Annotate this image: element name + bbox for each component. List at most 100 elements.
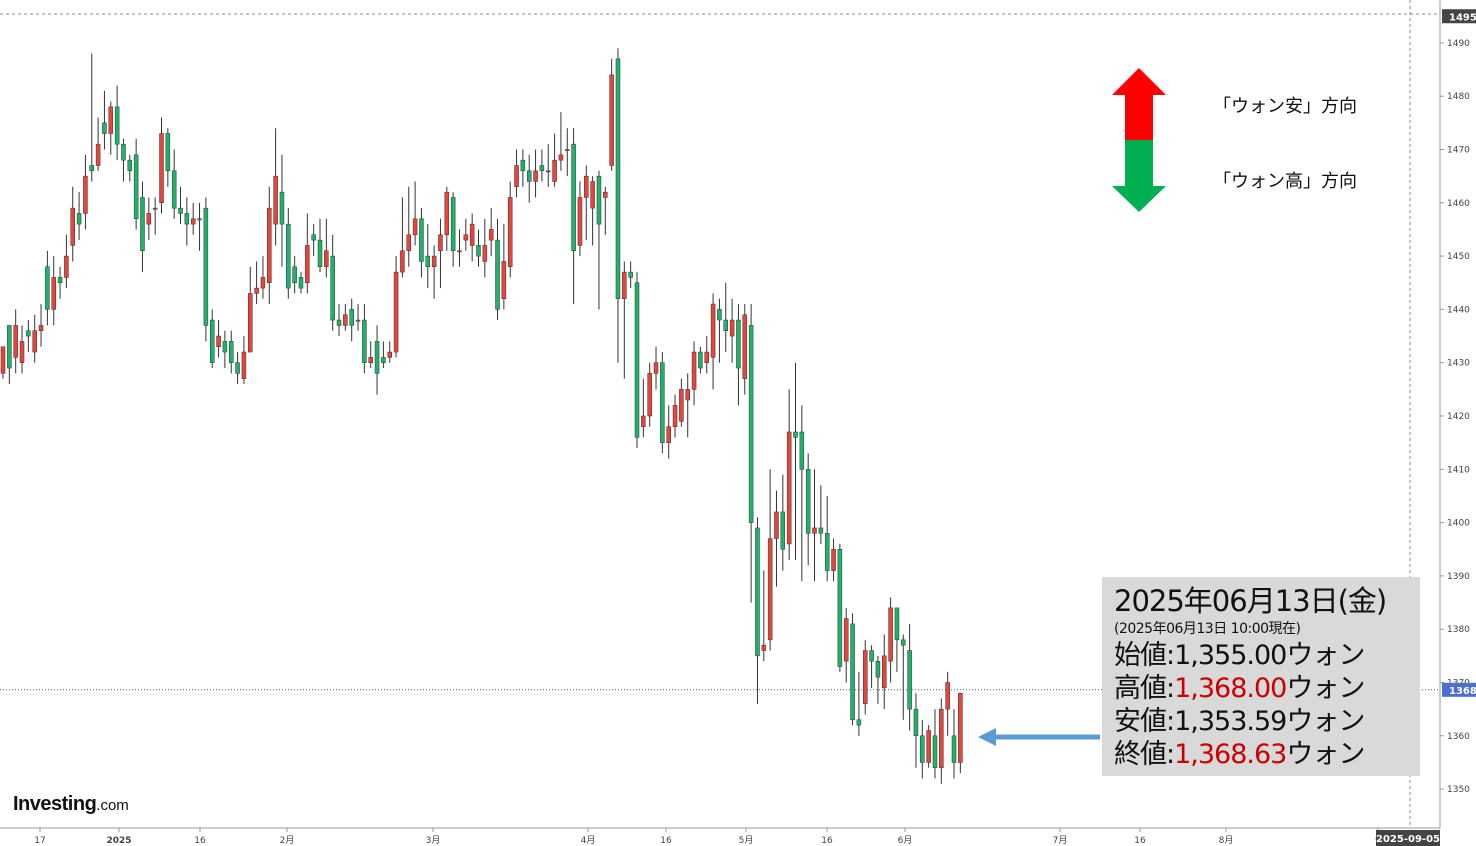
- candle-body: [159, 133, 164, 204]
- candle: [875, 655, 881, 704]
- x-tick-label: 3月: [426, 835, 441, 846]
- candle: [248, 266, 253, 353]
- candle: [824, 495, 830, 582]
- candle: [729, 298, 735, 363]
- candle: [476, 229, 481, 267]
- candle-body: [45, 266, 50, 310]
- candle: [431, 245, 437, 299]
- candle: [666, 405, 671, 459]
- candle-body: [577, 197, 583, 246]
- candle-body: [89, 165, 95, 172]
- candle-body: [901, 639, 906, 646]
- candle-body: [482, 245, 488, 262]
- low-label: 安値:: [1114, 706, 1175, 737]
- y-tick-label: 1450: [1447, 252, 1470, 262]
- candle-body: [634, 282, 640, 438]
- candle: [685, 373, 690, 438]
- candle: [400, 197, 405, 278]
- candle-body: [425, 255, 431, 268]
- candle: [171, 149, 177, 219]
- candle-body: [520, 159, 526, 172]
- candle-body: [913, 708, 919, 737]
- candle-body: [412, 218, 418, 236]
- low-value: 1,353.59: [1174, 706, 1287, 737]
- candle: [945, 671, 950, 736]
- candle: [672, 394, 678, 438]
- candle: [539, 149, 545, 182]
- candle: [526, 154, 532, 203]
- candle: [552, 133, 557, 187]
- candle-body: [653, 362, 659, 374]
- candle-body: [666, 426, 671, 443]
- candle-body: [843, 618, 849, 662]
- candle: [317, 218, 323, 273]
- candle: [83, 154, 88, 230]
- candle: [362, 304, 367, 374]
- candle-body: [539, 165, 545, 172]
- candle-body: [216, 335, 221, 347]
- candle-body: [298, 277, 304, 289]
- candle-body: [431, 255, 437, 268]
- candle-body: [444, 191, 450, 236]
- candle: [32, 314, 37, 363]
- candle: [780, 474, 786, 571]
- annotation-arrow-icon: [978, 728, 996, 746]
- candle-body: [748, 325, 754, 523]
- candle-body: [526, 170, 532, 182]
- x-tick-label: 6月: [898, 835, 913, 846]
- candle-body: [894, 607, 900, 641]
- x-tick-label: 2月: [280, 835, 295, 846]
- candle-body: [381, 357, 386, 363]
- candle-body: [945, 682, 950, 710]
- candle: [622, 261, 627, 379]
- candle-body: [0, 346, 6, 374]
- candle: [862, 639, 868, 715]
- candle: [374, 325, 380, 395]
- candle-body: [710, 303, 716, 358]
- candle-body: [171, 170, 177, 209]
- candle: [736, 304, 741, 406]
- candle: [152, 197, 158, 235]
- open-label: 始値:: [1114, 640, 1175, 671]
- candle-body: [254, 287, 259, 294]
- candle: [273, 128, 278, 246]
- candle-body: [38, 325, 44, 331]
- candle-body: [127, 159, 133, 172]
- candle: [260, 256, 266, 299]
- candle: [818, 485, 824, 544]
- candle-body: [286, 223, 291, 289]
- candle-body: [57, 277, 63, 284]
- candle: [279, 154, 285, 267]
- candle: [197, 202, 202, 251]
- candle-body: [146, 213, 152, 225]
- y-tick-label: 1460: [1447, 199, 1470, 209]
- candle-body: [197, 218, 202, 221]
- candle-body: [875, 660, 881, 678]
- candle: [216, 320, 221, 358]
- candle-body: [856, 719, 862, 726]
- candle-body: [311, 234, 316, 241]
- candle-body: [907, 650, 912, 710]
- candle: [571, 128, 576, 305]
- candle-body: [584, 175, 589, 198]
- candle-body: [362, 319, 367, 363]
- candle: [748, 304, 754, 603]
- date-cursor-label: 2025-09-05: [1376, 834, 1440, 845]
- candle-body: [717, 309, 722, 321]
- candle-body: [152, 207, 158, 210]
- candle-body: [926, 730, 931, 763]
- candle: [882, 634, 887, 710]
- candle-body: [545, 170, 551, 173]
- candle-body: [121, 143, 126, 161]
- candle: [165, 128, 171, 187]
- candle: [7, 325, 12, 385]
- candle-body: [241, 351, 247, 379]
- candle: [463, 218, 469, 251]
- candle: [501, 224, 507, 310]
- candle: [488, 208, 494, 257]
- candle: [95, 117, 101, 171]
- candle: [412, 181, 418, 246]
- candle: [615, 48, 621, 363]
- candle: [292, 256, 297, 294]
